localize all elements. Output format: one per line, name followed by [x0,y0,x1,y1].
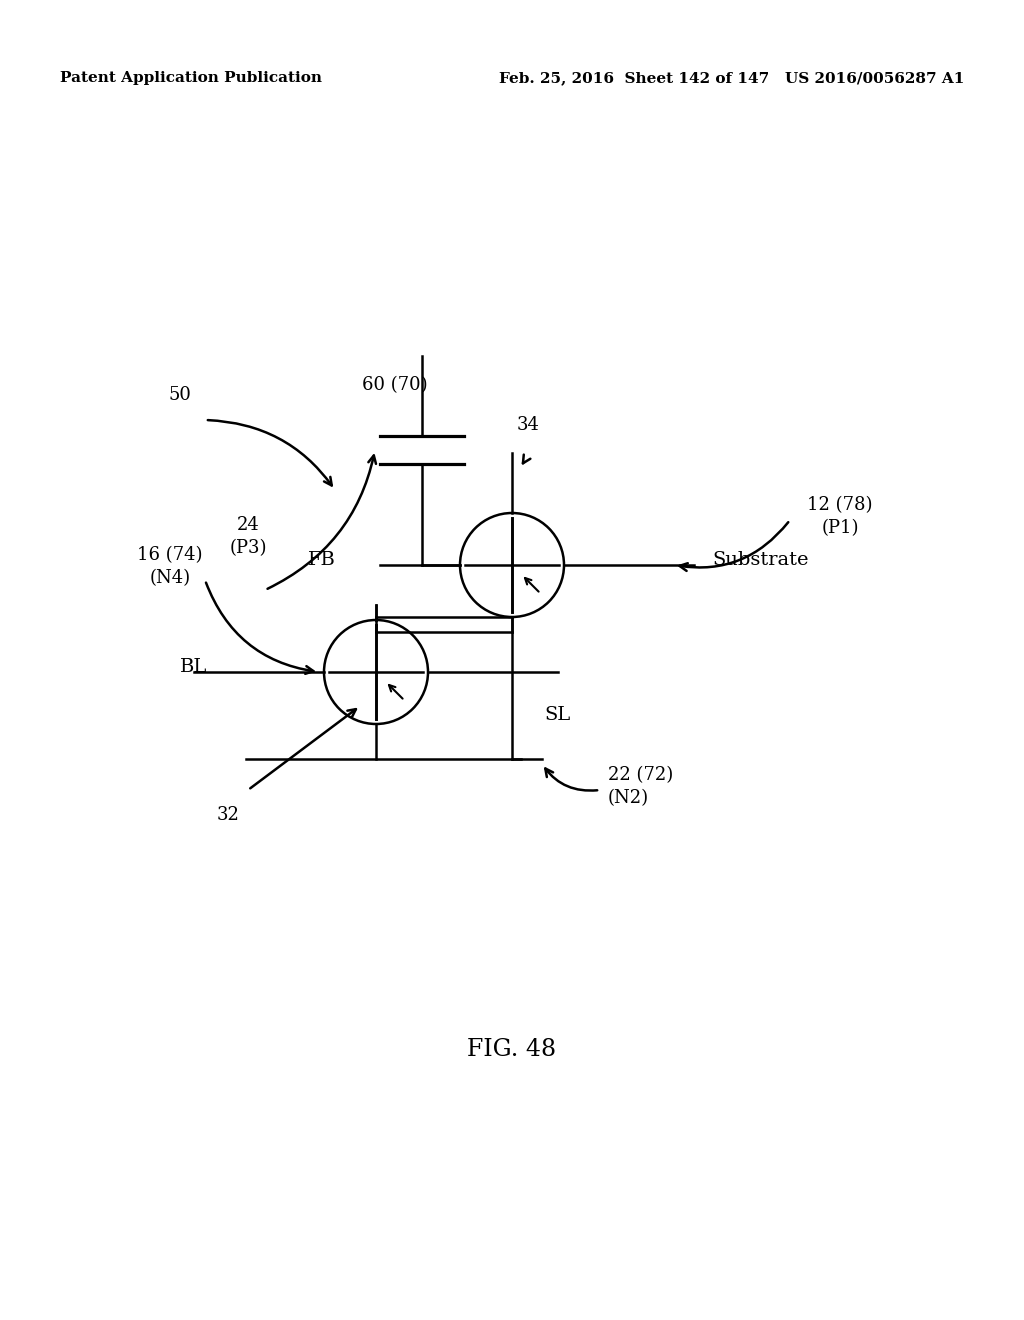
Text: SL: SL [544,706,570,723]
Text: (N4): (N4) [150,569,190,587]
Text: (P3): (P3) [229,539,266,557]
Text: FIG. 48: FIG. 48 [467,1039,557,1061]
Text: 16 (74): 16 (74) [137,546,203,564]
Text: 50: 50 [169,385,191,404]
Text: 22 (72): 22 (72) [608,766,673,784]
Text: Substrate: Substrate [712,550,809,569]
Text: (N2): (N2) [608,789,649,807]
Text: 60 (70): 60 (70) [362,376,428,393]
Text: 34: 34 [516,416,540,434]
Text: 24: 24 [237,516,259,535]
Text: (P1): (P1) [821,519,859,537]
Text: BL: BL [179,657,207,676]
Text: Patent Application Publication: Patent Application Publication [60,71,322,84]
Text: 12 (78): 12 (78) [807,496,872,513]
Text: 32: 32 [216,807,240,824]
Text: Feb. 25, 2016  Sheet 142 of 147   US 2016/0056287 A1: Feb. 25, 2016 Sheet 142 of 147 US 2016/0… [499,71,964,84]
Text: FB: FB [308,550,336,569]
